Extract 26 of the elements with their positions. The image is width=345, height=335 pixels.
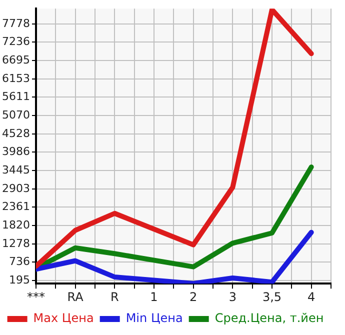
y-tick-label: 7778 bbox=[2, 16, 30, 30]
legend-label: Min Цена bbox=[126, 311, 183, 326]
y-tick-label: 2903 bbox=[2, 182, 30, 195]
y-tick-label: 1820 bbox=[2, 218, 30, 232]
y-tick-label: 3445 bbox=[2, 163, 30, 176]
x-tick-label: 3,5 bbox=[262, 290, 282, 304]
legend-label: Сред.Цена, т.йен bbox=[214, 311, 324, 326]
x-tick-label: *** bbox=[26, 290, 45, 304]
y-tick-label: 1278 bbox=[2, 236, 30, 250]
y-tick-label: 5611 bbox=[2, 90, 30, 104]
x-tick-label: 4 bbox=[308, 290, 316, 304]
x-tick-label: RA bbox=[67, 290, 84, 304]
x-tick-label: 2 bbox=[190, 290, 198, 304]
x-tick-label: R bbox=[110, 290, 119, 304]
y-tick-label: 3986 bbox=[2, 145, 30, 158]
y-tick-label: 2361 bbox=[2, 200, 30, 214]
legend-label: Max Цена bbox=[33, 311, 94, 326]
y-tick-label: 6153 bbox=[2, 72, 30, 85]
x-tick-label: 3 bbox=[228, 290, 236, 304]
y-tick-label: 4528 bbox=[2, 126, 30, 140]
y-tick-label: 195 bbox=[8, 273, 30, 286]
y-tick-label: 7236 bbox=[2, 35, 30, 48]
y-tick-label: 736 bbox=[8, 255, 30, 268]
y-tick-label: 6695 bbox=[2, 53, 30, 66]
x-tick-label: 1 bbox=[150, 290, 158, 304]
y-tick-label: 5070 bbox=[2, 108, 30, 122]
